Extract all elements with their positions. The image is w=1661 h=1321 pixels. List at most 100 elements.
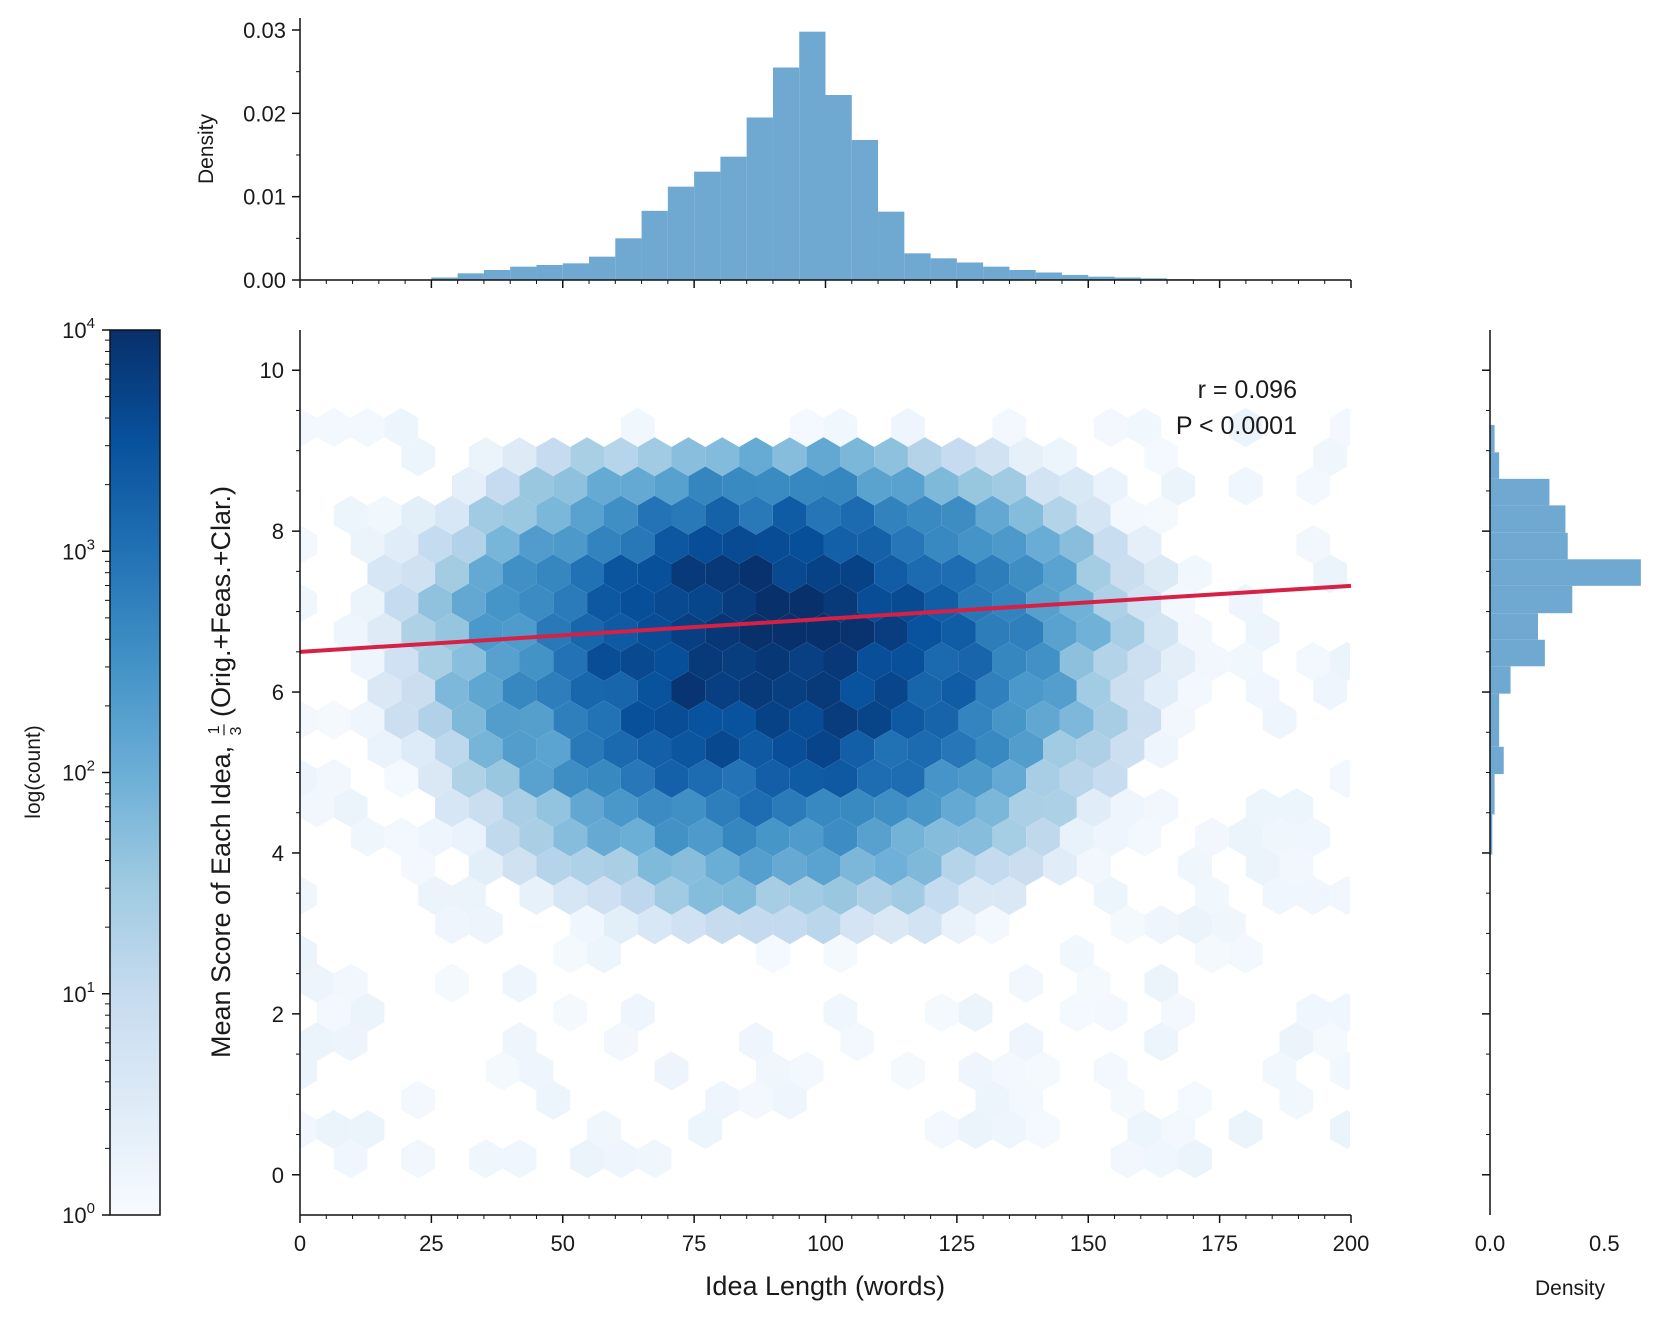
hexbin-cell xyxy=(502,671,537,711)
hexbin-cell xyxy=(907,729,942,769)
hexbin-cell xyxy=(975,437,1010,477)
hexbin-cell xyxy=(1313,671,1347,711)
hexbin-cell xyxy=(1076,788,1111,828)
hexbin-cell xyxy=(553,525,588,564)
hexbin-cell xyxy=(1093,759,1128,798)
hexbin-cell xyxy=(637,1139,672,1179)
hexbin-cell xyxy=(823,583,858,623)
hexbin-cell xyxy=(1110,1139,1145,1179)
hexbin-cell xyxy=(384,759,419,798)
hexbin-cell xyxy=(1110,495,1145,535)
hexbin-cell xyxy=(1043,437,1077,477)
hexbin-cell xyxy=(1110,1080,1145,1120)
hexbin-cell xyxy=(722,642,756,681)
hexbin-cell xyxy=(452,700,486,740)
hexbin-cell xyxy=(570,1139,604,1179)
hexbin-cell xyxy=(384,583,419,623)
hexbin-cell xyxy=(620,642,655,681)
hexbin-cell xyxy=(975,671,1010,711)
hexbin-cell xyxy=(756,876,790,915)
hexbin-cell xyxy=(553,642,588,681)
hexbin-cell xyxy=(570,554,604,594)
hexbin-cell xyxy=(1330,759,1350,798)
hexbin-cell xyxy=(840,671,875,711)
hexbin-cell xyxy=(1093,876,1128,915)
hexbin-cell xyxy=(587,583,621,623)
top-hist-bar xyxy=(457,273,484,280)
hexbin-cell xyxy=(367,495,402,535)
hexbin-cell xyxy=(772,788,807,828)
hexbin-cell xyxy=(553,817,588,857)
hexbin-cell xyxy=(300,788,334,828)
hexbin-cell xyxy=(840,554,875,594)
top-hist-bar xyxy=(746,117,773,280)
hexbin-cell xyxy=(435,495,469,535)
main-x-tick-label: 175 xyxy=(1201,1231,1238,1256)
hexbin-cell xyxy=(502,1139,537,1179)
hexbin-cell xyxy=(941,905,976,945)
hexbin-cell xyxy=(1262,876,1297,915)
hexbin-cell xyxy=(333,495,368,535)
hexbin-cell xyxy=(1076,671,1111,711)
hexbin-cell xyxy=(907,788,942,828)
hexbin-cell xyxy=(924,817,959,857)
hexbin-cell xyxy=(452,466,486,506)
hexbin-cell xyxy=(1144,495,1179,535)
hexbin-cell xyxy=(806,788,841,828)
hexbin-cell xyxy=(1009,846,1043,886)
hexbin-cell xyxy=(300,1051,317,1091)
hexbin-cell xyxy=(570,905,604,945)
hexbin-cell xyxy=(1076,963,1111,1003)
hexbin-cell xyxy=(333,1139,368,1179)
hexbin-cell xyxy=(671,554,706,594)
hexbin-cell xyxy=(333,963,368,1003)
hexbin-cell xyxy=(1059,525,1094,564)
hexbin-cell xyxy=(1110,671,1145,711)
main-x-tick-label: 75 xyxy=(682,1231,706,1256)
hexbin-cell xyxy=(485,642,520,681)
right-x-tick-label: 0.0 xyxy=(1475,1231,1506,1256)
hexbin-cell xyxy=(857,817,892,857)
hexbin-cells xyxy=(300,408,1350,1179)
hexbin-cell xyxy=(874,788,908,828)
hexbin-cell xyxy=(924,876,959,915)
hexbin-cell xyxy=(722,700,756,740)
hexbin-cell xyxy=(637,846,672,886)
hexbin-cell xyxy=(1043,554,1077,594)
hexbin-cell xyxy=(1178,905,1212,945)
hexbin-cell xyxy=(604,1022,638,1062)
top-y-tick-label: 0.00 xyxy=(243,268,286,293)
y-axis-frac-den: 3 xyxy=(228,726,245,735)
hexbin-cell xyxy=(333,788,368,828)
right-hist-bar xyxy=(1490,452,1500,479)
hexbin-cell xyxy=(435,554,469,594)
hexbin-cell xyxy=(468,495,503,535)
hexbin-cell xyxy=(756,642,790,681)
hexbin-cell xyxy=(401,437,436,477)
hexbin-cell xyxy=(637,495,672,535)
hexbin-cell xyxy=(1127,408,1162,447)
top-hist-bar xyxy=(904,253,931,280)
hexbin-cell xyxy=(1228,466,1263,506)
hexbin-cell xyxy=(941,612,976,652)
hexbin-cell xyxy=(587,700,621,740)
hexbin-cell xyxy=(502,1022,537,1062)
hexbin-cell xyxy=(435,729,469,769)
colorbar-gradient xyxy=(109,329,161,1216)
hexbin-cell xyxy=(857,876,892,915)
hexbin-cell xyxy=(485,700,520,740)
hexbin-cell xyxy=(1330,1110,1350,1149)
hexbin-cell xyxy=(502,788,537,828)
hexbin-cell xyxy=(604,671,638,711)
hexbin-cell xyxy=(739,437,773,477)
hexbin-cell xyxy=(1127,817,1162,857)
hexbin-cell xyxy=(1245,612,1280,652)
hexbin-cell xyxy=(1093,583,1128,623)
hexbin-cell xyxy=(468,671,503,711)
hexbin-cell xyxy=(1110,788,1145,828)
main-y-tick-label: 6 xyxy=(272,680,284,705)
hexbin-cell xyxy=(384,700,419,740)
annotation-r: r = 0.096 xyxy=(1198,376,1297,404)
hexbin-cell xyxy=(671,905,706,945)
